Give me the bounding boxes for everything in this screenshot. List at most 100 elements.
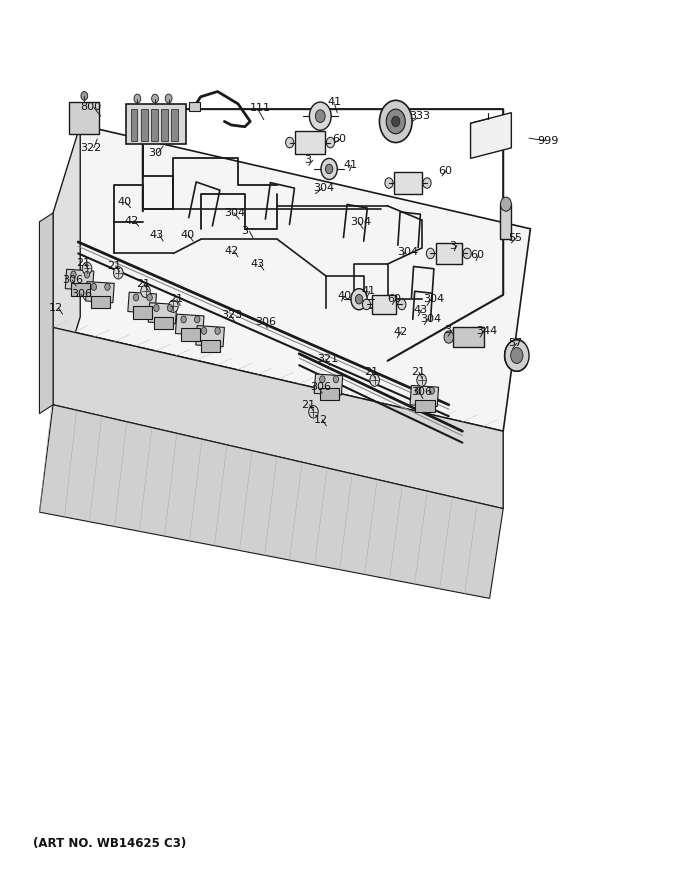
Text: 800: 800 xyxy=(80,102,101,113)
Circle shape xyxy=(154,304,159,312)
Circle shape xyxy=(82,262,92,275)
Circle shape xyxy=(326,137,335,148)
Bar xyxy=(71,283,90,296)
Bar xyxy=(201,340,220,352)
Circle shape xyxy=(392,116,400,127)
Circle shape xyxy=(215,327,220,334)
Polygon shape xyxy=(148,303,177,324)
Circle shape xyxy=(500,197,511,211)
Circle shape xyxy=(201,327,207,334)
Text: 42: 42 xyxy=(124,216,139,226)
Circle shape xyxy=(321,158,337,180)
Text: 322: 322 xyxy=(80,143,101,153)
Text: 60: 60 xyxy=(332,134,346,144)
Text: 333: 333 xyxy=(409,111,430,121)
Bar xyxy=(453,327,484,347)
Circle shape xyxy=(165,94,172,103)
Circle shape xyxy=(309,406,318,418)
Polygon shape xyxy=(471,113,511,158)
Bar xyxy=(141,109,148,141)
Text: 304: 304 xyxy=(397,246,418,257)
Circle shape xyxy=(351,289,367,310)
Text: 3: 3 xyxy=(305,155,311,165)
Circle shape xyxy=(320,376,325,383)
Text: 12: 12 xyxy=(49,303,63,313)
Text: 999: 999 xyxy=(537,136,558,146)
Bar xyxy=(320,388,339,400)
Circle shape xyxy=(415,387,421,394)
Circle shape xyxy=(105,283,110,290)
Text: 344: 344 xyxy=(476,326,497,336)
Bar xyxy=(394,172,422,194)
Circle shape xyxy=(356,295,362,304)
Text: 321: 321 xyxy=(318,354,339,364)
Text: 3: 3 xyxy=(444,325,451,335)
Circle shape xyxy=(398,299,406,310)
Circle shape xyxy=(194,316,200,323)
Text: 21: 21 xyxy=(411,367,425,378)
Text: 55: 55 xyxy=(509,232,523,243)
Polygon shape xyxy=(196,326,224,347)
Circle shape xyxy=(91,283,97,290)
Text: 12: 12 xyxy=(314,414,328,425)
Polygon shape xyxy=(39,213,53,414)
Text: (ART NO. WB14625 C3): (ART NO. WB14625 C3) xyxy=(33,837,186,849)
Polygon shape xyxy=(86,282,114,303)
Circle shape xyxy=(181,316,186,323)
Circle shape xyxy=(169,300,178,312)
Text: 21: 21 xyxy=(107,260,122,271)
Circle shape xyxy=(134,94,141,103)
Circle shape xyxy=(385,178,393,188)
Text: 306: 306 xyxy=(310,382,331,392)
Text: 43: 43 xyxy=(250,259,265,269)
Bar xyxy=(189,102,200,111)
Circle shape xyxy=(147,294,152,301)
Circle shape xyxy=(309,102,331,130)
Polygon shape xyxy=(39,405,503,598)
Text: 304: 304 xyxy=(423,294,444,304)
Circle shape xyxy=(386,109,405,134)
Text: 306: 306 xyxy=(63,275,84,285)
Bar xyxy=(181,328,200,341)
Text: 43: 43 xyxy=(413,304,428,315)
Bar xyxy=(133,306,152,319)
Polygon shape xyxy=(175,314,204,335)
Text: 30: 30 xyxy=(148,148,163,158)
Bar xyxy=(436,243,462,264)
Circle shape xyxy=(81,92,88,100)
Circle shape xyxy=(114,267,123,279)
Text: 41: 41 xyxy=(328,97,342,107)
Bar xyxy=(500,204,511,239)
Text: 41: 41 xyxy=(343,160,358,171)
Polygon shape xyxy=(410,385,439,407)
Text: 57: 57 xyxy=(509,338,523,348)
Text: 60: 60 xyxy=(388,294,402,304)
Bar xyxy=(372,295,396,314)
Bar xyxy=(171,109,178,141)
Polygon shape xyxy=(128,292,156,313)
Text: 3: 3 xyxy=(449,240,456,251)
Text: 43: 43 xyxy=(150,230,164,240)
Bar xyxy=(295,131,325,154)
Text: 306: 306 xyxy=(255,317,276,327)
Polygon shape xyxy=(53,125,80,405)
Text: 21: 21 xyxy=(364,367,378,378)
Text: 111: 111 xyxy=(250,103,271,114)
Bar xyxy=(131,109,137,141)
Text: 40: 40 xyxy=(180,230,194,240)
Bar xyxy=(154,317,173,329)
Text: 304: 304 xyxy=(224,208,245,218)
Text: 21: 21 xyxy=(301,400,316,410)
Text: 304: 304 xyxy=(350,216,371,227)
Text: 40: 40 xyxy=(337,290,352,301)
Text: 42: 42 xyxy=(224,246,239,256)
Bar xyxy=(69,102,99,134)
Polygon shape xyxy=(65,269,94,290)
Circle shape xyxy=(426,248,435,259)
Circle shape xyxy=(286,137,294,148)
Text: 21: 21 xyxy=(169,294,183,304)
Circle shape xyxy=(133,294,139,301)
Text: 306: 306 xyxy=(411,387,432,398)
Circle shape xyxy=(141,285,150,297)
Bar xyxy=(126,104,186,144)
